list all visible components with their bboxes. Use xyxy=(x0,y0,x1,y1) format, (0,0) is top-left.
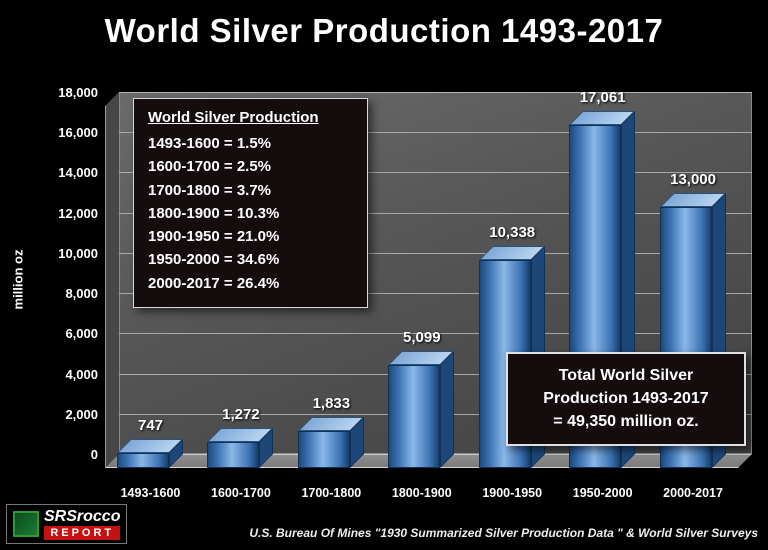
annotation-line: 1800-1900 = 10.3% xyxy=(148,204,280,222)
x-tick-label: 2000-2017 xyxy=(663,486,723,500)
y-axis-title: million oz xyxy=(10,249,26,310)
annotation-line: 1493-1600 = 1.5% xyxy=(148,135,272,152)
y-tick-label: 14,000 xyxy=(58,165,98,181)
chart-title: World Silver Production 1493-2017 xyxy=(104,12,664,49)
gridline xyxy=(119,212,752,214)
bar-1700-1800 xyxy=(297,431,350,468)
total-box-line: Total World Silver xyxy=(558,367,694,384)
gridline xyxy=(119,252,752,254)
annotation-line: 1600-1700 = 2.5% xyxy=(148,158,272,176)
y-tick-label: 18,000 xyxy=(58,85,98,100)
bar-value-label: 10,338 xyxy=(489,224,536,242)
y-tick-label: 12,000 xyxy=(58,205,98,221)
y-tick-label: 6,000 xyxy=(65,326,98,342)
logo-report-band: REPORT xyxy=(44,525,121,540)
x-tick-label: 1900-1950 xyxy=(482,486,543,500)
annotation-line: 1900-1950 = 21.0% xyxy=(148,228,280,245)
y-tick-label: 10,000 xyxy=(58,245,98,261)
plot-side-wall xyxy=(105,92,119,468)
total-box-line: = 49,350 million oz. xyxy=(553,413,699,431)
gridline xyxy=(119,293,752,295)
srsrocco-report-logo: SRSrocco REPORT xyxy=(6,504,128,544)
gridline xyxy=(119,333,752,335)
gridline xyxy=(119,132,752,134)
bar-side-face xyxy=(440,351,455,468)
x-tick-label: 1800-1900 xyxy=(391,486,452,500)
bar-1600-1700 xyxy=(207,442,260,468)
logo-brand-name: SRSrocco xyxy=(44,508,121,526)
bar-value-label: 747 xyxy=(137,416,164,434)
logo-text: SRSrocco REPORT xyxy=(44,508,121,540)
total-production-annotation-box: Total World Silver Production 1493-2017 … xyxy=(506,352,746,446)
annotation-line: 2000-2017 = 26.4% xyxy=(148,274,280,292)
gridline xyxy=(119,172,752,174)
x-tick-label: 1600-1700 xyxy=(211,486,271,500)
logo-badge-icon xyxy=(13,511,39,538)
bar-1800-1900 xyxy=(388,365,441,468)
annotation-box-lines: 1493-1600 = 1.5% 1600-1700 = 2.5% 1700-180… xyxy=(148,132,353,295)
bar-value-label: 17,061 xyxy=(579,88,626,106)
y-tick-label: 8,000 xyxy=(65,286,98,302)
x-tick-label: 1493-1600 xyxy=(120,486,181,500)
y-tick-label: 4,000 xyxy=(65,366,98,382)
bar-value-label: 1,272 xyxy=(222,406,260,424)
bar-1493-1600 xyxy=(117,452,169,468)
total-box-line: Production 1493-2017 xyxy=(543,390,709,408)
y-tick-label: 0 xyxy=(90,447,98,462)
y-tick-label: 16,000 xyxy=(58,125,98,141)
bar-value-label: 5,099 xyxy=(403,329,441,347)
bar-value-label: 13,000 xyxy=(670,170,716,188)
x-tick-label: 1700-1800 xyxy=(301,486,362,500)
production-share-annotation-box: World Silver Production 1493-1600 = 1.5%… xyxy=(133,98,368,308)
source-citation: U.S. Bureau Of Mines "1930 Summarized Si… xyxy=(249,526,758,540)
x-tick-label: 1950-2000 xyxy=(572,486,633,500)
y-tick-label: 2,000 xyxy=(65,406,98,422)
annotation-line: 1700-1800 = 3.7% xyxy=(148,181,272,199)
gridline xyxy=(119,92,752,93)
bar-value-label: 1,833 xyxy=(312,395,351,413)
annotation-line: 1950-2000 = 34.6% xyxy=(148,251,280,269)
annotation-box-title: World Silver Production xyxy=(148,109,319,126)
